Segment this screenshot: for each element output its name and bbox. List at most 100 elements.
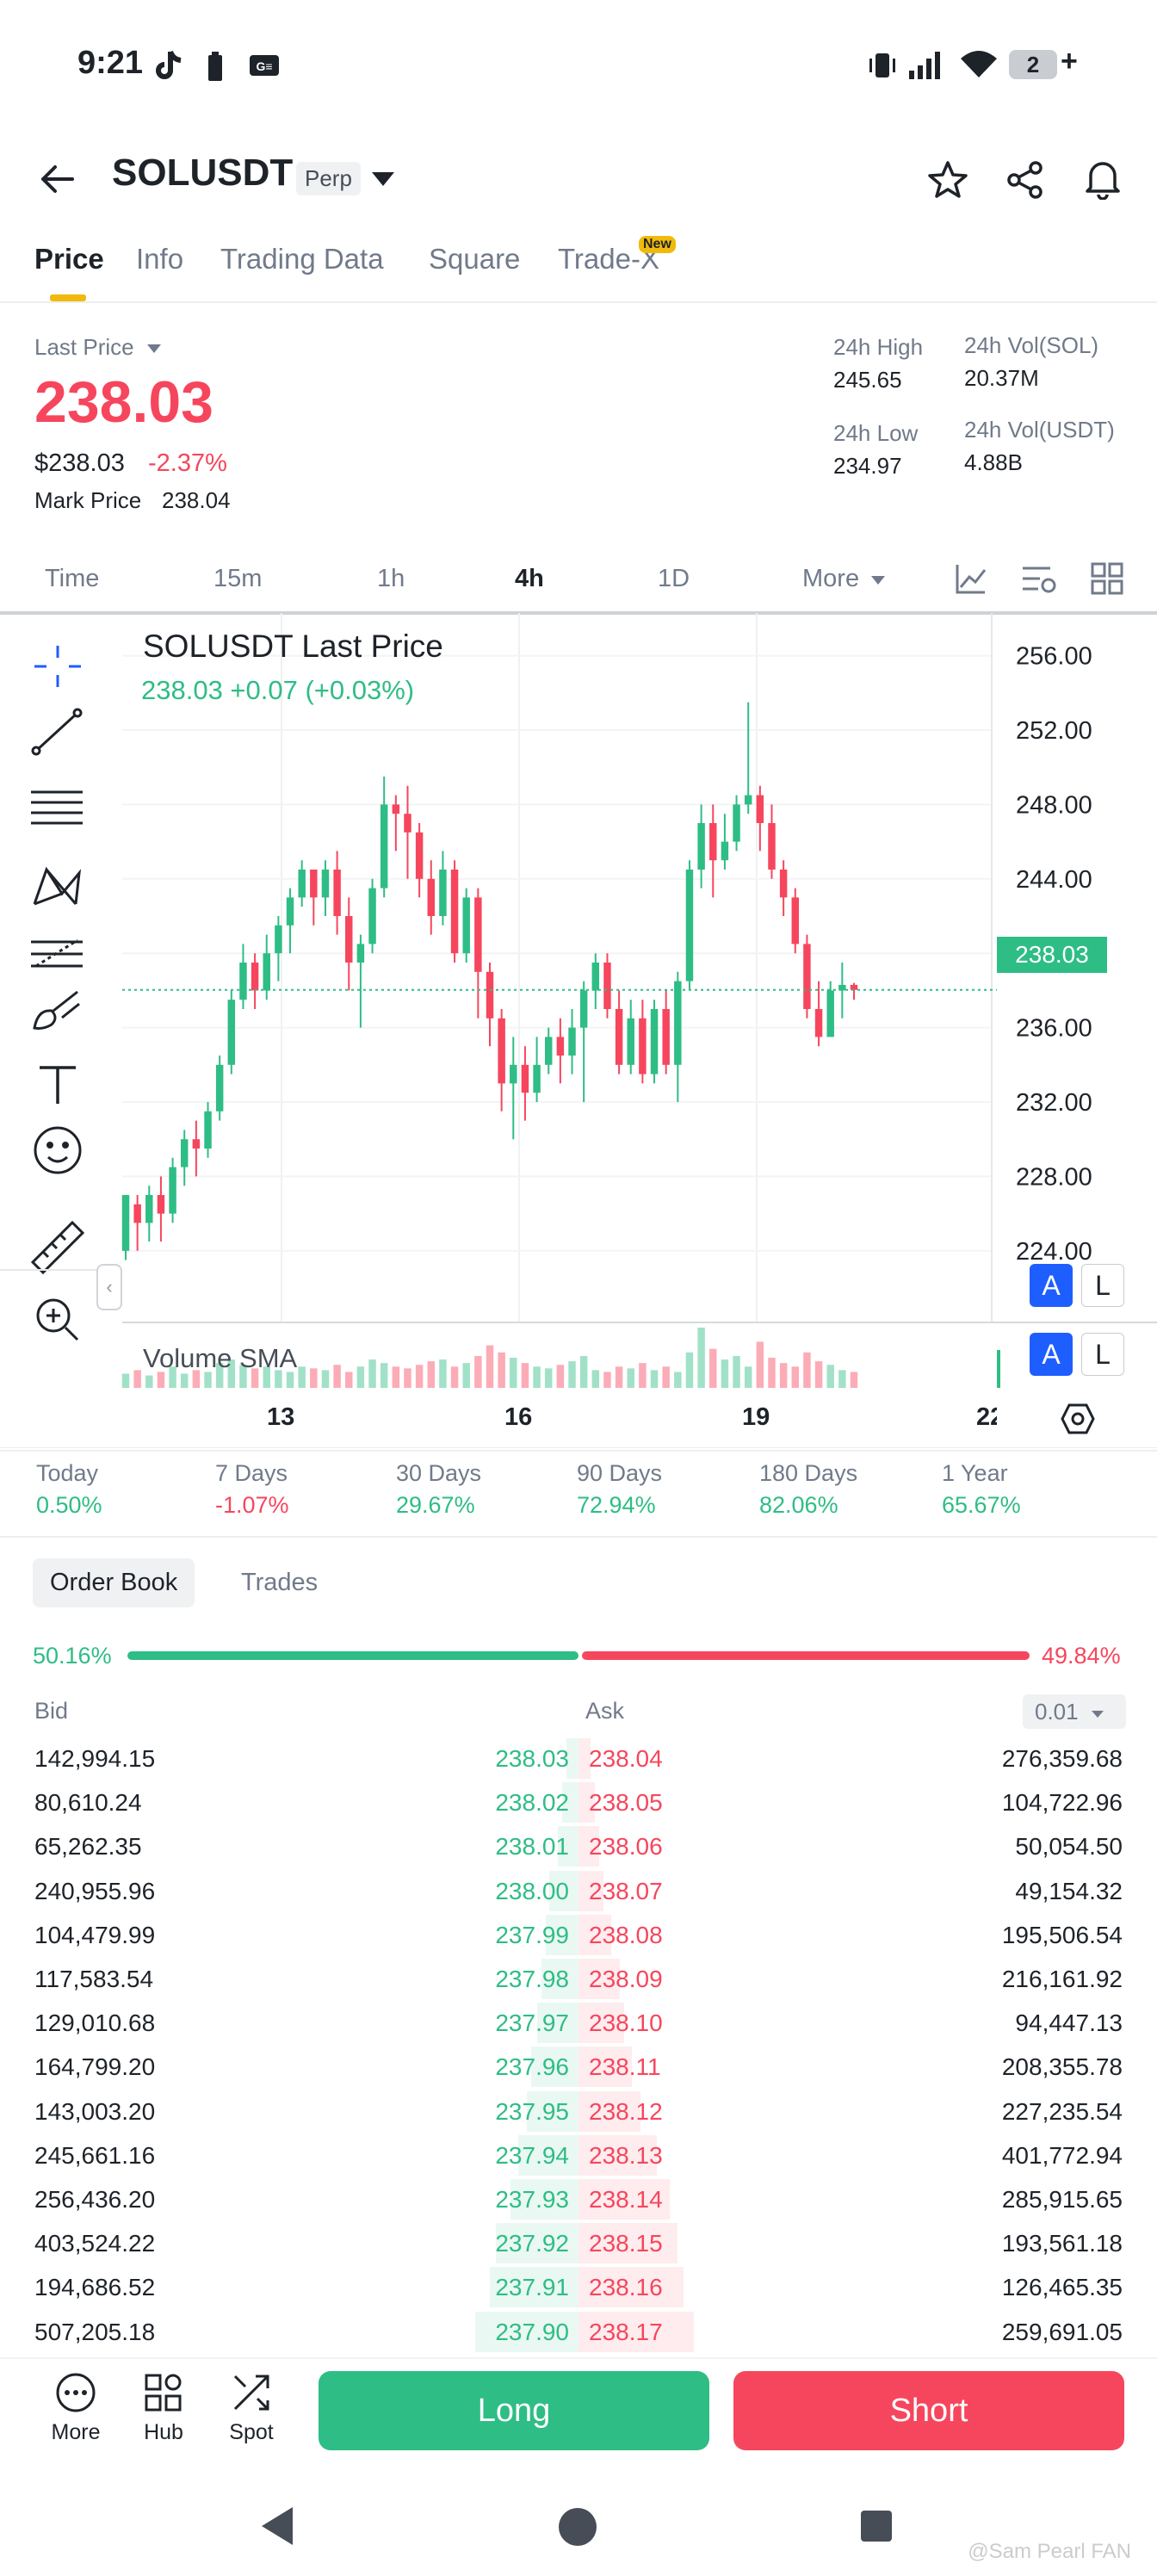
volume-bar [556,1365,565,1388]
candle-body [169,1167,176,1214]
precision-dropdown-icon [1091,1711,1104,1718]
toolbar-collapse-icon[interactable]: ‹ [96,1264,122,1310]
nav-home-icon[interactable] [558,2507,597,2547]
chart-settings-hex-icon[interactable] [1061,1402,1095,1436]
volume-bar [568,1361,576,1388]
candle-body [721,841,729,861]
vol-usdt-label: 24h Vol(USDT) [964,417,1115,443]
bid-quantity: 403,524.22 [34,2230,156,2257]
hub-icon [145,2374,182,2412]
bottom-divider [0,2357,1157,2359]
tf-4h[interactable]: 4h [515,565,544,592]
tf-1d[interactable]: 1D [658,565,690,592]
pattern-icon[interactable] [33,866,82,906]
spot-button[interactable]: Spot [208,2371,294,2445]
order-book-row[interactable]: 403,524.22 237.92 238.15 193,561.18 [0,2221,1157,2265]
candle-body [275,925,282,954]
bid-depth-bar [489,2267,578,2308]
order-book-row[interactable]: 143,003.20 237.95 238.12 227,235.54 [0,2090,1157,2133]
volume-auto-toggle[interactable]: A [1030,1333,1073,1376]
bid-header: Bid [34,1698,69,1724]
layout-grid-icon[interactable] [1090,561,1124,596]
order-book-row[interactable]: 164,799.20 237.96 238.11 208,355.78 [0,2045,1157,2089]
order-book-row[interactable]: 117,583.54 237.98 238.09 216,161.92 [0,1957,1157,2001]
share-icon[interactable] [1005,160,1045,200]
volume-bar [768,1358,776,1388]
volume-label: Volume SMA [143,1343,298,1373]
volume-bar [779,1363,788,1388]
short-button[interactable]: Short [733,2371,1124,2450]
log-scale-toggle[interactable]: L [1081,1264,1124,1307]
order-book-row[interactable]: 80,610.24 238.02 238.05 104,722.96 [0,1780,1157,1824]
tf-time[interactable]: Time [45,565,100,592]
zoom-in-icon[interactable] [36,1298,79,1341]
brush-icon[interactable] [33,990,80,1030]
perp-badge: Perp [296,162,361,195]
tf-15m[interactable]: 15m [213,565,263,592]
hub-button[interactable]: Hub [121,2371,207,2445]
chart-settings-icon[interactable] [1021,561,1057,596]
ask-header: Ask [585,1698,625,1724]
symbol-dropdown-icon[interactable] [370,169,396,189]
order-book-row[interactable]: 245,661.16 237.94 238.13 401,772.94 [0,2133,1157,2177]
volume-bar [685,1352,694,1388]
volume-log-toggle[interactable]: L [1081,1333,1124,1376]
volume-bar [650,1370,659,1388]
order-book-row[interactable]: 194,686.52 237.91 238.16 126,465.35 [0,2265,1157,2309]
volume-bar [333,1365,341,1388]
crosshair-icon[interactable] [34,646,81,687]
candle-body [145,1195,153,1223]
candle-body [650,1009,659,1074]
candle-body [615,1009,623,1065]
order-book-row[interactable]: 129,010.68 237.97 238.10 94,447.13 [0,2001,1157,2045]
tab-order-book[interactable]: Order Book [33,1558,195,1607]
nav-recents-icon[interactable] [859,2509,894,2543]
volume-bar [439,1359,447,1388]
order-book-row[interactable]: 104,479.99 237.99 238.08 195,506.54 [0,1913,1157,1957]
fib-icon[interactable] [31,938,83,968]
high-label: 24h High [833,334,924,360]
tab-square[interactable]: Square [429,243,521,275]
horizontal-lines-icon[interactable] [31,790,83,825]
volume-bar [744,1366,752,1388]
order-book-row[interactable]: 507,205.18 237.90 238.17 259,691.05 [0,2310,1157,2354]
order-book-row[interactable]: 65,262.35 238.01 238.06 50,054.50 [0,1824,1157,1868]
bid-depth-bar [475,2311,578,2352]
favorite-star-icon[interactable] [928,160,968,198]
chart-area[interactable]: ‹ 256.00252.00248.00244.00240.00236.0023… [0,613,1157,1448]
tab-trading-data[interactable]: Trading Data [220,243,384,275]
ask-quantity: 227,235.54 [1001,2097,1123,2125]
tab-price[interactable]: Price [34,243,104,275]
notification-bell-icon[interactable] [1083,158,1123,200]
trendline-icon[interactable] [31,708,83,756]
tf-more[interactable]: More [802,565,887,593]
candle-body [579,990,588,1028]
usd-price: $238.03 [34,449,125,477]
ask-price: 238.09 [589,1966,663,1992]
bid-price: 238.00 [495,1877,569,1904]
change-percent: -2.37% [148,449,227,477]
volume-bar [838,1370,846,1388]
order-book-row[interactable]: 142,994.15 238.03 238.04 276,359.68 [0,1737,1157,1780]
ruler-icon[interactable] [30,1220,85,1275]
indicator-icon[interactable] [954,561,988,596]
symbol-title[interactable]: SOLUSDT [112,152,294,194]
last-price-label[interactable]: Last Price [34,334,163,361]
tab-trades[interactable]: Trades [241,1569,319,1596]
auto-scale-toggle[interactable]: A [1030,1264,1073,1307]
candle-body [697,823,705,870]
long-button[interactable]: Long [319,2371,709,2450]
tf-1h[interactable]: 1h [377,565,405,592]
order-book-row[interactable]: 240,955.96 238.00 238.07 49,154.32 [0,1869,1157,1913]
ask-depth-bar [578,2179,670,2220]
tab-info[interactable]: Info [136,243,184,275]
bid-quantity: 245,661.16 [34,2141,156,2169]
order-book-row[interactable]: 256,436.20 237.93 238.14 285,915.65 [0,2177,1157,2221]
text-tool-icon[interactable] [40,1066,76,1104]
precision-select[interactable]: 0.01 [1023,1694,1126,1729]
nav-back-icon[interactable] [260,2505,294,2547]
emoji-icon[interactable] [34,1126,82,1174]
back-arrow-icon[interactable] [38,162,76,196]
volume-bar [709,1348,717,1388]
more-button[interactable]: More [33,2371,119,2445]
